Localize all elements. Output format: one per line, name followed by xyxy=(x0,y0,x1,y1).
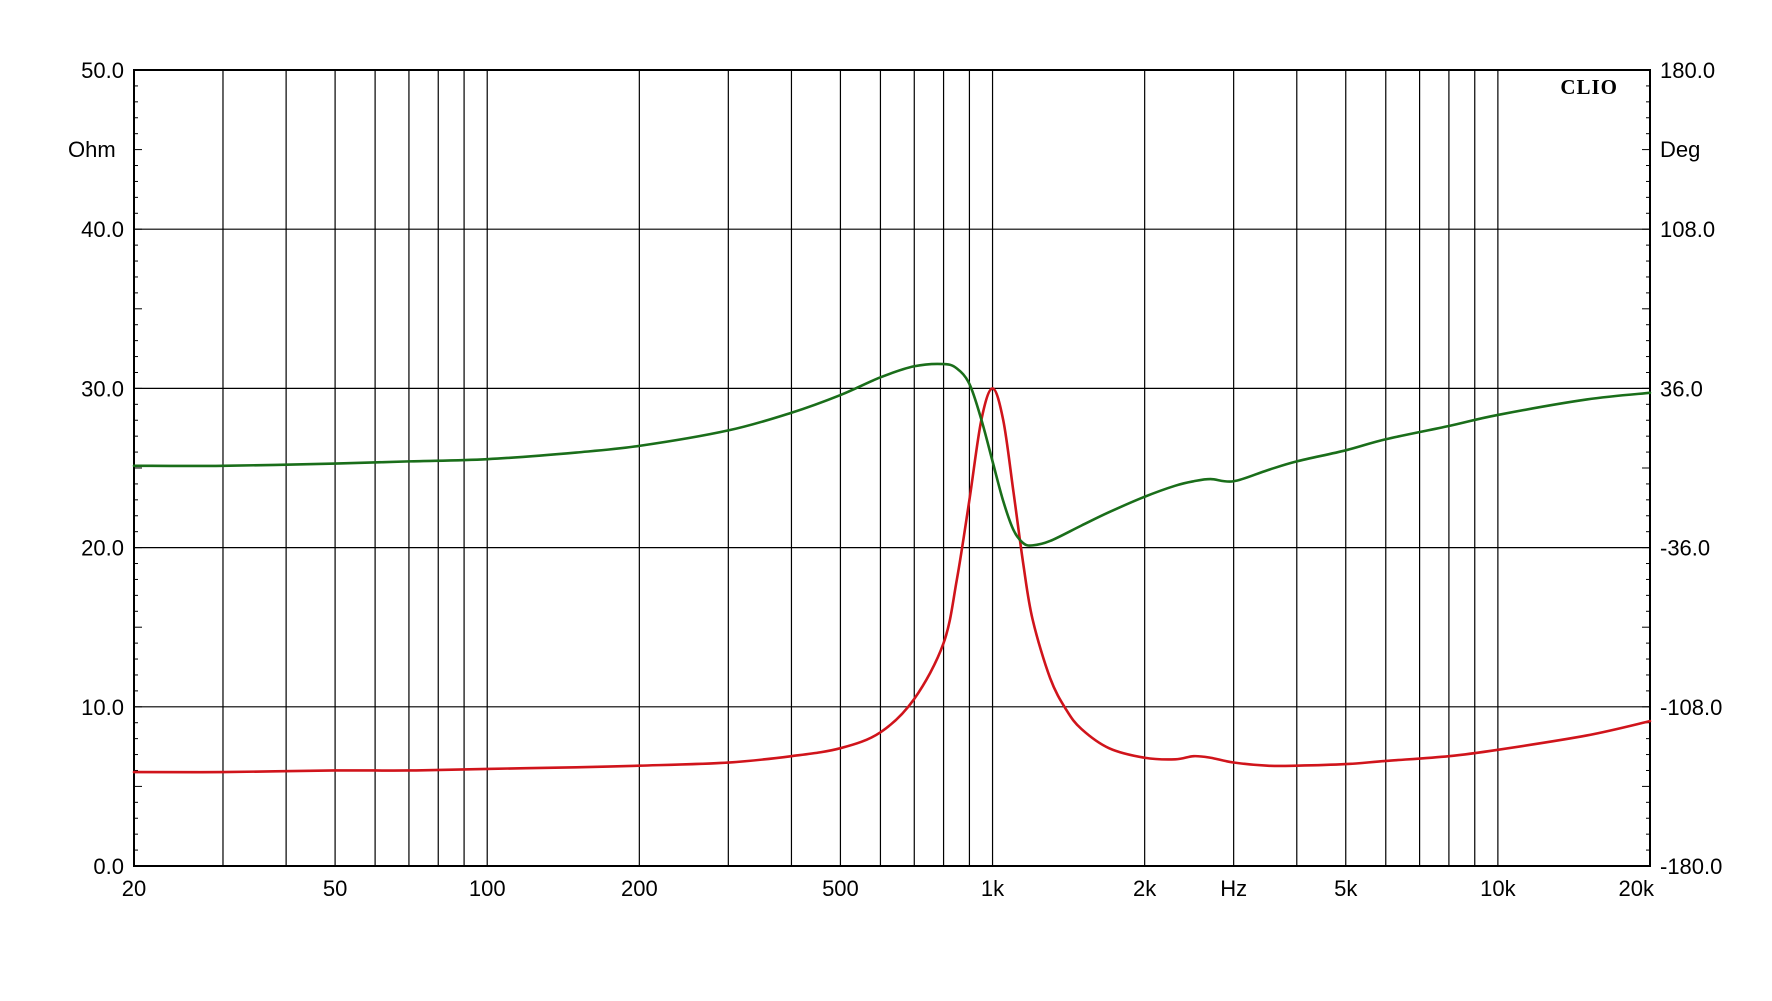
x-tick-label: 100 xyxy=(469,876,506,901)
right-tick-label: -36.0 xyxy=(1660,536,1710,561)
right-tick-label: 108.0 xyxy=(1660,217,1715,242)
left-axis-ticks: 0.0 10.0 20.0 30.0 40.0 50.0 xyxy=(81,58,124,879)
grid xyxy=(134,69,1650,867)
left-tick-label: 10.0 xyxy=(81,695,124,720)
right-tick-label: -108.0 xyxy=(1660,695,1722,720)
left-axis-unit-label: Ohm xyxy=(68,137,116,162)
phase-series-line xyxy=(132,362,1652,547)
left-tick-label: 50.0 xyxy=(81,58,124,83)
right-tick-label: -180.0 xyxy=(1660,854,1722,879)
left-tick-label: 30.0 xyxy=(81,376,124,401)
right-axis-ticks: -180.0 -108.0 -36.0 36.0 108.0 180.0 xyxy=(1660,58,1722,879)
left-tick-label: 20.0 xyxy=(81,536,124,561)
x-tick-label: 10k xyxy=(1480,876,1516,901)
clio-brand-label: CLIO xyxy=(1560,75,1618,99)
right-tick-label: 180.0 xyxy=(1660,58,1715,83)
x-tick-label: 50 xyxy=(323,876,347,901)
right-tick-label: 36.0 xyxy=(1660,376,1703,401)
right-axis-unit-label: Deg xyxy=(1660,137,1700,162)
x-tick-label: 1k xyxy=(981,876,1005,901)
x-axis-ticks: 20 50 100 200 500 1k 2k 5k 10k 20k xyxy=(122,876,1655,901)
x-tick-label: 5k xyxy=(1334,876,1358,901)
x-axis-unit-label: Hz xyxy=(1220,876,1247,901)
left-tick-label: 0.0 xyxy=(93,854,124,879)
x-tick-label: 500 xyxy=(822,876,859,901)
plot-frame xyxy=(133,69,1651,867)
left-tick-label: 40.0 xyxy=(81,217,124,242)
x-tick-label: 2k xyxy=(1133,876,1157,901)
x-tick-label: 20k xyxy=(1619,876,1655,901)
series xyxy=(132,362,1652,774)
x-tick-label: 200 xyxy=(621,876,658,901)
x-tick-label: 20 xyxy=(122,876,146,901)
impedance-series-line xyxy=(132,387,1652,774)
